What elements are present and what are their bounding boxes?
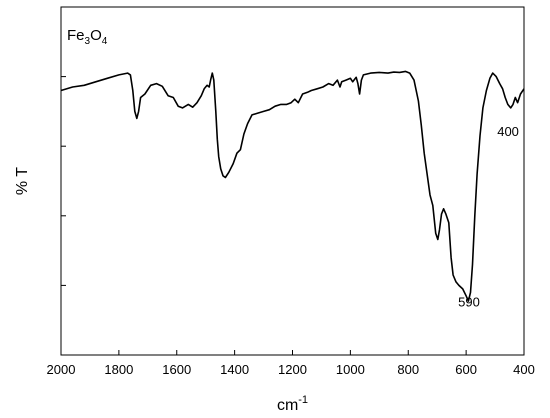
x-tick-label: 1400 xyxy=(220,362,249,377)
sample-label-sub1: 3 xyxy=(85,36,91,47)
sample-label-main: Fe xyxy=(67,27,85,44)
x-tick-label: 1600 xyxy=(162,362,191,377)
peak-label: 400 xyxy=(497,124,519,139)
plot-frame xyxy=(60,6,525,356)
sample-label-mid: O xyxy=(90,27,102,44)
y-axis-label: % T xyxy=(14,167,31,195)
y-axis-ticks xyxy=(61,76,66,286)
x-axis-ticks: 2000 1800 1600 1400 1200 1000 800 600 400 xyxy=(47,350,535,377)
x-axis-label-main: cm xyxy=(277,397,298,414)
spectrum-line xyxy=(60,70,525,302)
sample-label-sub2: 4 xyxy=(102,36,108,47)
x-tick-label: 1800 xyxy=(104,362,133,377)
x-tick-label: 1000 xyxy=(336,362,365,377)
x-axis-label: cm-1 xyxy=(277,394,308,414)
x-tick-label: 800 xyxy=(397,362,419,377)
x-tick-label: 2000 xyxy=(47,362,76,377)
x-tick-label: 600 xyxy=(455,362,477,377)
x-axis-label-sup: -1 xyxy=(298,394,308,406)
x-tick-label: 400 xyxy=(513,362,535,377)
peak-annotations: 590 400 xyxy=(458,124,519,310)
peak-label: 590 xyxy=(458,294,480,309)
x-tick-label: 1200 xyxy=(278,362,307,377)
sample-label: Fe3O4 xyxy=(67,27,108,47)
